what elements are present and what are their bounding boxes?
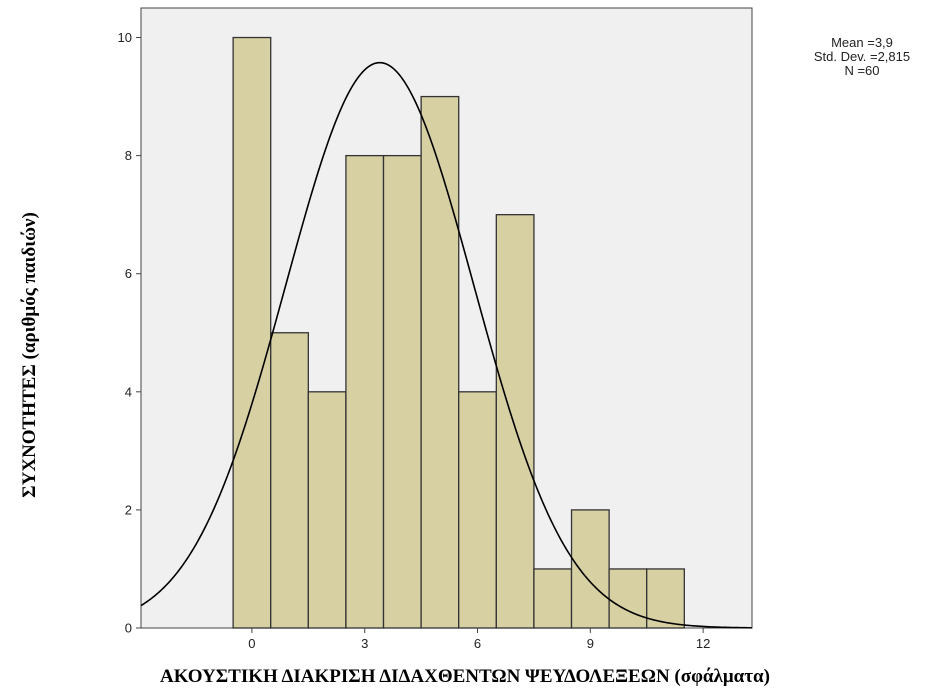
y-tick-label: 0 — [125, 621, 132, 636]
stats-line-3: N =60 — [844, 63, 879, 78]
histogram-bar-10 — [608, 568, 648, 629]
x-tick-label: 6 — [474, 636, 481, 651]
y-tick-label: 6 — [125, 266, 132, 281]
y-axis-title: ΣΥΧΝΟΤΗΤΕΣ (αριθμός παιδιών) — [19, 212, 40, 498]
x-axis-title: ΑΚΟΥΣΤΙΚΗ ΔΙΑΚΡΙΣΗ ΔΙΔΑΧΘΕΝΤΩΝ ΨΕΥΔΟΛΕΞΕ… — [160, 666, 770, 687]
y-tick-label: 2 — [125, 502, 132, 517]
histogram-bar-4 — [382, 154, 422, 629]
y-tick-label: 8 — [125, 148, 132, 163]
x-tick-label: 3 — [361, 636, 368, 651]
stats-line-1: Mean =3,9 — [831, 35, 893, 50]
y-tick-label: 4 — [125, 384, 132, 399]
histogram-bar-1 — [270, 332, 309, 629]
histogram-bar-8 — [533, 568, 573, 629]
x-tick-label: 12 — [696, 636, 710, 651]
histogram-bar-11 — [646, 568, 685, 629]
histogram-bar-0 — [232, 36, 272, 629]
histogram-bar-2 — [307, 391, 347, 629]
histogram-bar-6 — [458, 391, 497, 629]
normal-curve — [140, 61, 753, 629]
y-tick-label: 10 — [118, 30, 132, 45]
histogram-bar-7 — [495, 214, 535, 629]
histogram-bar-3 — [345, 154, 385, 629]
x-tick-label: 9 — [587, 636, 594, 651]
x-tick-label: 0 — [248, 636, 255, 651]
histogram-bar-5 — [420, 95, 460, 629]
histogram-bar-9 — [570, 509, 610, 629]
stats-line-2: Std. Dev. =2,815 — [814, 49, 910, 64]
